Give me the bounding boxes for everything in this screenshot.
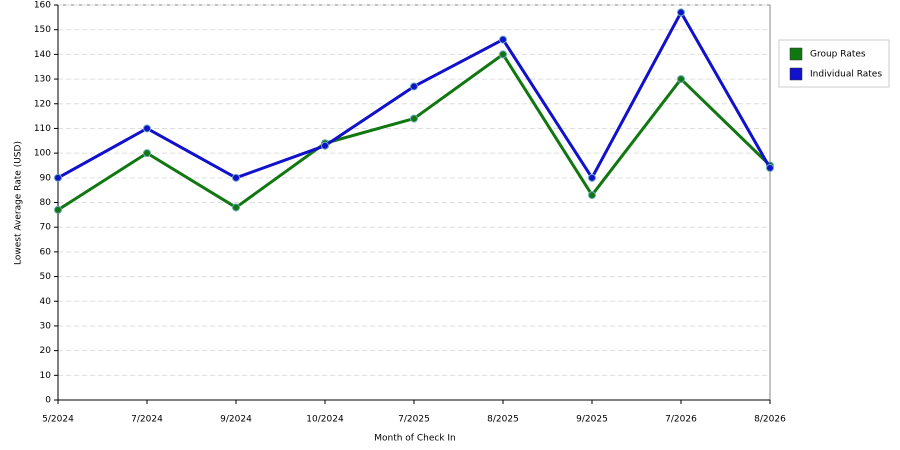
y-tick-label: 60: [40, 247, 52, 257]
y-tick-label: 10: [40, 371, 52, 381]
data-point: [588, 173, 596, 182]
y-tick-label: 0: [45, 396, 51, 406]
data-point: [766, 163, 774, 172]
y-tick-label: 140: [34, 50, 51, 60]
y-tick-label: 150: [34, 25, 51, 35]
data-point: [499, 50, 507, 59]
legend-swatch: [789, 67, 803, 81]
x-tick-label: 10/2024: [306, 415, 344, 425]
legend-label: Group Rates: [810, 50, 866, 60]
y-tick-label: 90: [40, 173, 52, 183]
data-point: [54, 205, 62, 214]
x-tick-label: 9/2024: [220, 415, 252, 425]
x-tick-label: 7/2025: [398, 415, 430, 425]
y-axis-label: Lowest Average Rate (USD): [14, 141, 24, 265]
x-tick-label: 8/2025: [487, 415, 519, 425]
x-tick-label: 5/2024: [42, 415, 74, 425]
data-point: [232, 173, 240, 182]
legend-label: Individual Rates: [810, 70, 882, 80]
data-point: [232, 203, 240, 212]
y-tick-label: 40: [40, 297, 52, 307]
data-point: [677, 8, 685, 17]
y-tick-label: 130: [34, 75, 51, 85]
y-tick-label: 50: [40, 272, 52, 282]
data-point: [143, 124, 151, 133]
data-point: [54, 173, 62, 182]
x-tick-label: 8/2026: [754, 415, 786, 425]
data-point: [677, 75, 685, 84]
y-tick-label: 160: [34, 1, 51, 11]
x-tick-label: 9/2025: [576, 415, 608, 425]
data-point: [410, 114, 418, 123]
data-point: [321, 141, 329, 150]
data-point: [143, 149, 151, 158]
x-tick-label: 7/2026: [665, 415, 697, 425]
x-tick-label: 7/2024: [131, 415, 163, 425]
legend-swatch: [789, 47, 803, 61]
y-tick-label: 70: [40, 223, 52, 233]
data-point: [588, 191, 596, 200]
y-tick-label: 110: [34, 124, 51, 134]
data-point: [410, 82, 418, 91]
data-point: [499, 35, 507, 44]
y-tick-label: 100: [34, 149, 51, 159]
x-axis-label: Month of Check In: [374, 434, 456, 444]
y-tick-label: 30: [40, 321, 52, 331]
y-tick-label: 20: [40, 346, 52, 356]
y-tick-label: 120: [34, 99, 51, 109]
y-tick-label: 80: [40, 198, 52, 208]
